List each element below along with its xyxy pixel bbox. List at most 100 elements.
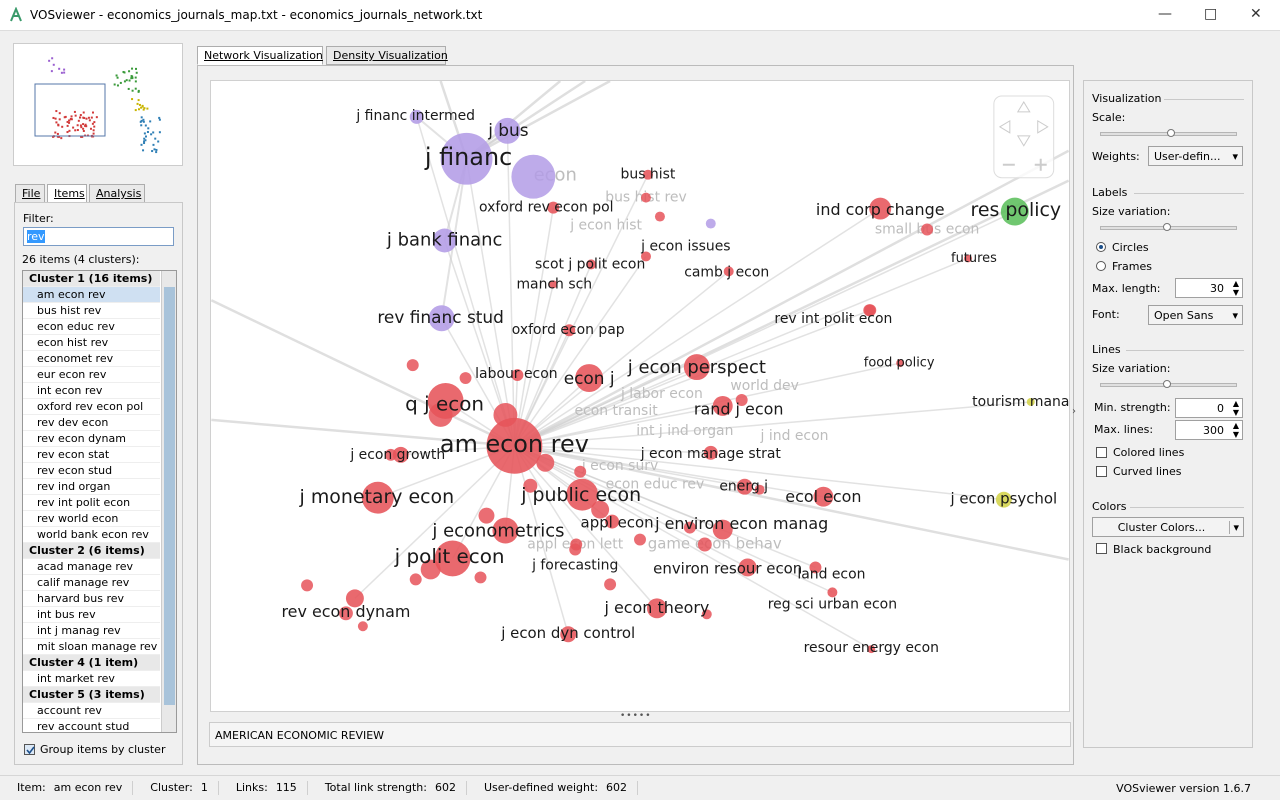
node[interactable] [864,304,877,317]
node[interactable] [867,645,876,654]
node[interactable] [642,169,653,180]
font-combo[interactable]: Open Sans ▾ [1148,305,1243,325]
node[interactable] [1000,197,1029,226]
slider-thumb[interactable] [1163,223,1171,231]
node[interactable] [813,486,834,507]
cluster-colors-button[interactable]: Cluster Colors... ▾ [1092,517,1244,537]
node-label[interactable]: q j econ [405,392,484,415]
slider-thumb[interactable] [1167,129,1175,137]
node[interactable] [440,132,493,185]
node-label[interactable]: appl econ [581,514,654,532]
list-item[interactable]: rev world econ [23,511,160,527]
colored-lines-checkbox[interactable] [1096,447,1107,458]
node[interactable] [995,491,1012,508]
node[interactable] [570,538,583,551]
node-label[interactable]: j econ growth [349,447,445,463]
node[interactable] [640,251,651,262]
node-label[interactable]: res policy [971,199,1062,221]
node[interactable] [683,354,710,381]
node-label[interactable]: am econ rev [440,430,589,458]
black-background-checkbox[interactable] [1096,543,1107,554]
min-strength-input[interactable]: 0 ▲ ▼ [1175,398,1243,418]
line-size-slider[interactable] [1100,380,1237,388]
list-item[interactable]: rev int polit econ [23,495,160,511]
node-label[interactable]: j bus [487,120,528,140]
node[interactable] [494,117,521,144]
view-tab[interactable]: Density Visualization [326,46,448,65]
node-label[interactable]: j polit econ [394,545,505,568]
list-item[interactable]: calif manage rev [23,575,160,591]
node-label[interactable]: rev econ dynam [281,602,410,621]
node[interactable] [736,478,753,495]
list-item[interactable]: oxford rev econ pol [23,399,160,415]
list-item[interactable]: world bank econ rev [23,527,160,543]
node-label[interactable]: j econ theory [604,598,710,617]
collapse-arrow[interactable]: › [1072,406,1076,417]
node[interactable] [646,598,667,619]
weights-combo[interactable]: User-defin... ▾ [1148,146,1243,166]
node[interactable] [560,626,577,643]
node-label[interactable]: j forecasting [531,557,618,573]
node[interactable] [575,364,604,393]
nav-arrow[interactable] [1037,119,1049,134]
splitter[interactable]: ••••• [620,711,652,721]
list-item[interactable]: int econ rev [23,383,160,399]
list-item[interactable]: rev econ stat [23,447,160,463]
node-label[interactable]: j econ perspect [627,357,766,378]
list-item[interactable]: rev econ dynam [23,431,160,447]
list-item[interactable]: am econ rev [23,287,160,303]
node[interactable] [427,383,464,419]
scale-slider[interactable] [1100,129,1237,137]
curved-lines-checkbox[interactable] [1096,466,1107,477]
list-item[interactable]: int bus rev [23,607,160,623]
node[interactable] [586,259,597,270]
node-label[interactable]: j econ manage strat [640,446,782,462]
max-length-input[interactable]: 30 ▲ ▼ [1175,278,1243,298]
node[interactable] [486,417,543,474]
node[interactable] [547,201,560,214]
list-item[interactable]: int market rev [23,671,160,687]
node-label[interactable]: j financ intermed [355,108,475,124]
list-item[interactable]: mit sloan manage rev [23,639,160,655]
node-label[interactable]: camb j econ [684,264,769,280]
node-label[interactable]: labour econ [475,366,557,382]
maximize-button[interactable]: □ [1204,6,1218,22]
node-label[interactable]: j public econ [520,484,641,506]
node-label[interactable]: j environ econ manag [654,514,828,533]
node-label[interactable]: j econ dyn control [500,624,635,642]
scrollbar[interactable] [161,271,176,732]
radio-circles[interactable] [1096,242,1106,252]
node[interactable] [492,517,519,544]
overview-viewport[interactable] [34,83,106,137]
node-label[interactable]: manch sch [516,276,592,292]
node-label[interactable]: oxford econ pap [512,322,625,338]
node-label[interactable]: resour energy econ [804,640,939,656]
node[interactable] [827,587,838,598]
nav-arrow[interactable] [1016,135,1031,147]
filter-input[interactable]: rev [23,227,174,246]
overview-map[interactable] [13,43,183,166]
node-label[interactable]: land econ [797,566,865,582]
node-label[interactable]: j financ [424,143,512,171]
node[interactable] [723,266,734,277]
node[interactable] [896,359,905,368]
node[interactable] [869,197,892,220]
node-label[interactable]: tourism mana [972,394,1069,410]
list-item[interactable]: rev econ stud [23,463,160,479]
list-item[interactable]: econ educ rev [23,319,160,335]
node-label[interactable]: j econometrics [431,521,564,542]
node-label[interactable]: rev int polit econ [774,311,892,327]
node-label[interactable]: econ j [564,368,615,388]
list-item[interactable]: harvard bus rev [23,591,160,607]
node[interactable] [345,589,364,608]
list-item[interactable]: acad manage rev [23,559,160,575]
group-checkbox[interactable] [24,744,35,755]
node-label[interactable]: scot j polit econ [535,256,645,272]
node[interactable] [703,445,718,460]
node[interactable] [809,561,822,574]
zoom-navigator[interactable] [993,95,1055,179]
list-item[interactable]: eur econ rev [23,367,160,383]
node-label[interactable]: futures [951,251,997,266]
node-label[interactable]: ind corp change [816,200,945,219]
left-tab[interactable]: Items [47,184,87,203]
